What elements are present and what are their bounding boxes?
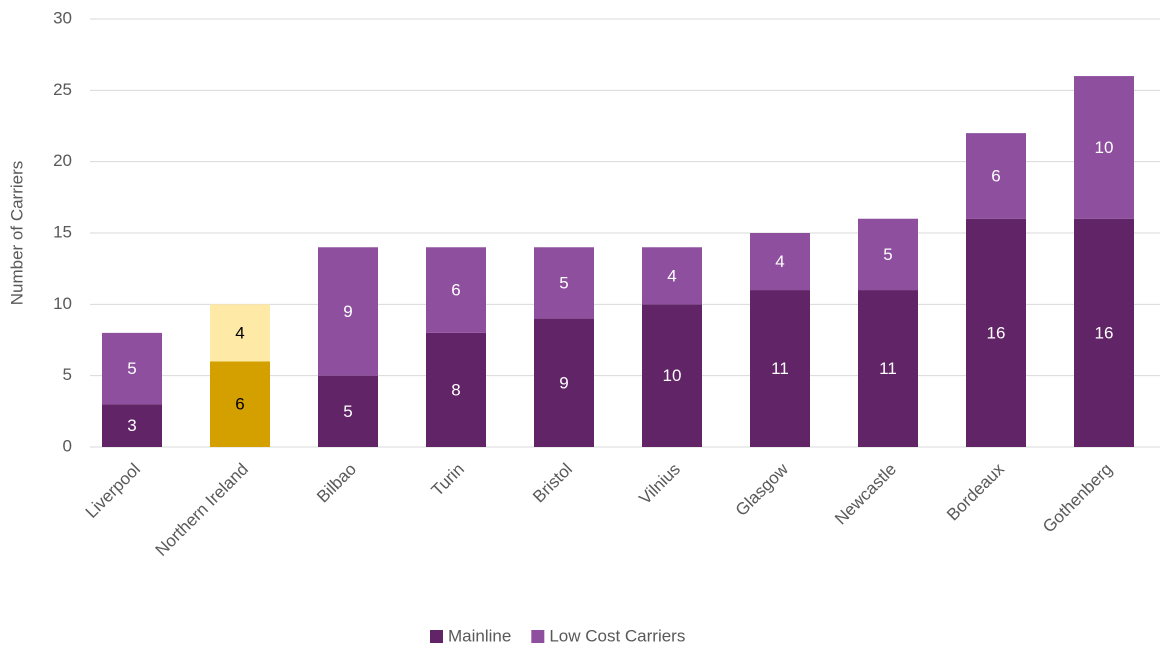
data-label: 4 [667, 266, 676, 285]
bar-segment [642, 247, 702, 305]
x-tick-label: Northern Ireland [152, 460, 252, 560]
bar-segment [426, 332, 486, 447]
data-label: 3 [127, 416, 136, 435]
bar-segment [534, 318, 594, 447]
legend-swatch [430, 630, 443, 643]
x-tick-label: Vilnius [635, 460, 684, 509]
data-label: 11 [879, 359, 897, 378]
y-tick-label: 10 [53, 294, 72, 313]
data-label: 10 [1095, 138, 1114, 157]
data-label: 6 [991, 166, 1000, 185]
data-label: 5 [559, 273, 568, 292]
x-tick-label: Bristol [529, 460, 576, 507]
bar-segment [318, 375, 378, 447]
data-label: 4 [775, 252, 784, 271]
bar-segment [1074, 76, 1134, 219]
x-tick-label: Glasgow [732, 459, 793, 520]
x-tick-label: Gothenberg [1039, 460, 1116, 537]
bar-segment [318, 247, 378, 376]
y-tick-label: 20 [53, 151, 72, 170]
bar-segment [210, 304, 270, 362]
bar-segment [102, 332, 162, 405]
bar-segment [966, 133, 1026, 219]
bar-segment [210, 361, 270, 447]
x-tick-label: Liverpool [82, 460, 144, 522]
y-axis-label: Number of Carriers [7, 161, 26, 306]
data-label: 4 [235, 323, 244, 342]
x-tick-label: Turin [428, 460, 468, 500]
data-label: 16 [1095, 323, 1114, 342]
bar-segment [426, 247, 486, 333]
bar-segment [534, 247, 594, 319]
data-label: 5 [343, 402, 352, 421]
x-tick-label: Bilbao [313, 460, 360, 507]
data-label: 10 [663, 366, 682, 385]
y-tick-label: 15 [53, 222, 72, 241]
data-label: 5 [883, 245, 892, 264]
y-tick-label: 30 [53, 8, 72, 27]
bar-segment [642, 304, 702, 447]
bar-segment [750, 233, 810, 291]
bar-segment [750, 290, 810, 447]
data-label: 16 [987, 323, 1006, 342]
y-tick-label: 5 [63, 365, 72, 384]
data-label: 8 [451, 380, 460, 399]
bar-segment [1074, 218, 1134, 447]
data-label: 11 [771, 359, 789, 378]
legend-label: Mainline [448, 626, 511, 645]
data-label: 9 [343, 302, 352, 321]
data-label: 6 [451, 281, 460, 300]
data-label: 6 [235, 395, 244, 414]
legend-swatch [531, 630, 545, 643]
x-tick-label: Bordeaux [943, 459, 1008, 524]
data-label: 9 [559, 373, 568, 392]
x-tick-label: Newcastle [831, 460, 900, 529]
bar-segment [966, 218, 1026, 447]
y-tick-label: 25 [53, 80, 72, 99]
bar-segment [858, 218, 918, 291]
y-tick-label: 0 [63, 436, 72, 455]
legend-label: Low Cost Carriers [549, 626, 685, 645]
bar-segment [858, 290, 918, 447]
bar-segment [102, 404, 162, 447]
data-label: 5 [127, 359, 136, 378]
